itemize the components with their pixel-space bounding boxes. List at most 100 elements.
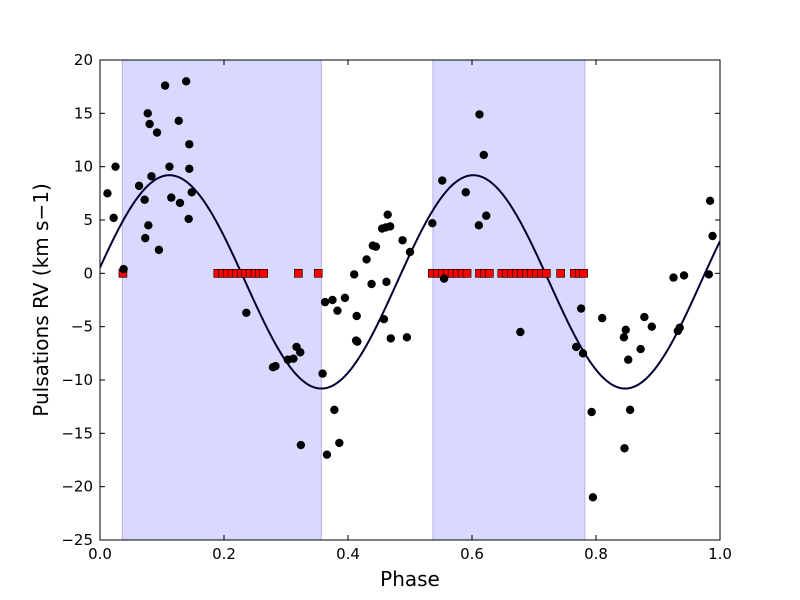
shaded-regions [121,60,586,540]
data-point [578,349,588,358]
zero-marker [556,269,565,278]
x-tick-label: 0.0 [88,545,112,563]
data-point [181,77,191,86]
zero-marker [294,269,303,278]
x-tick-label: 1.0 [708,545,732,563]
data-point [165,162,174,171]
zero-marker [579,269,588,278]
zero-marker [485,269,494,278]
y-tick-label: 5 [83,211,93,229]
zero-marker [542,269,551,278]
data-point [330,405,339,415]
data-point [103,189,112,198]
data-point [621,325,630,335]
data-point [482,211,491,220]
zero-markers-layer [118,269,588,278]
data-point [379,315,389,324]
data-point [438,176,447,185]
x-tick-label: 0.4 [336,545,360,563]
y-tick-label: −20 [61,478,93,496]
y-tick-label: 15 [74,104,93,122]
zero-marker [259,269,268,278]
data-point [144,221,153,230]
data-point [167,193,176,202]
data-point [187,188,196,197]
shaded-region-1 [121,60,322,540]
data-point [271,361,280,371]
y-tick-label: −15 [61,424,93,442]
data-point [636,344,645,354]
data-point [320,297,330,307]
data-point [428,219,437,228]
data-point [340,293,350,303]
data-point [624,355,633,364]
data-point [619,333,629,342]
axis-ticks: 0.0 0.2 0.4 0.6 0.8 1.0 −25 −20 −15 −10 −5 0 5 10 15 20 [61,51,732,563]
data-point [705,196,715,205]
data-point [296,348,305,357]
data-point [318,369,327,378]
data-point [598,313,607,323]
data-point [242,308,251,317]
data-point [708,231,717,241]
data-point [352,311,361,321]
data-point [160,81,170,90]
data-point [175,198,185,208]
zero-marker [313,269,323,278]
y-tick-label: 0 [83,264,93,282]
data-point [398,236,407,245]
y-tick-label: −10 [61,371,93,389]
data-point [647,322,656,331]
data-point [111,162,120,171]
data-point [576,304,586,313]
data-point [184,214,193,224]
data-point [328,295,337,305]
data-point [353,337,362,346]
data-point [134,181,144,191]
data-point [140,195,149,204]
data-point [675,323,684,332]
data-point [479,150,488,160]
shaded-region-2 [432,60,586,540]
data-points-layer [103,77,717,502]
data-point [475,110,484,119]
data-point [147,172,156,181]
x-axis-title: Phase [380,567,440,591]
data-point [367,279,376,289]
data-point [587,407,596,417]
data-point [405,247,415,257]
data-point [385,222,395,231]
data-point [185,164,194,173]
data-point [625,405,635,415]
data-point [461,188,470,197]
data-point [333,306,342,315]
zero-marker [462,269,472,278]
y-tick-label: −5 [71,318,93,336]
data-point [382,277,391,287]
x-tick-label: 0.2 [212,545,236,563]
y-tick-label: −25 [61,531,93,549]
data-point [571,342,581,352]
data-point [362,255,371,264]
y-tick-label: 10 [74,158,93,176]
data-point [289,354,298,363]
data-point [109,213,118,223]
data-point [174,116,183,126]
data-point [383,210,392,219]
data-point [588,493,598,502]
y-tick-label: 20 [74,51,93,69]
data-point [141,233,150,243]
data-point [640,312,649,322]
data-point [119,264,128,274]
data-point [402,333,412,342]
data-point [371,242,381,251]
data-point [152,128,162,137]
y-axis-title: Pulsations RV (km s−1) [29,183,53,416]
data-point [154,245,164,255]
data-point [516,327,525,337]
data-point [296,440,306,450]
data-point [143,109,152,118]
data-point [322,450,332,459]
data-point [386,334,395,343]
